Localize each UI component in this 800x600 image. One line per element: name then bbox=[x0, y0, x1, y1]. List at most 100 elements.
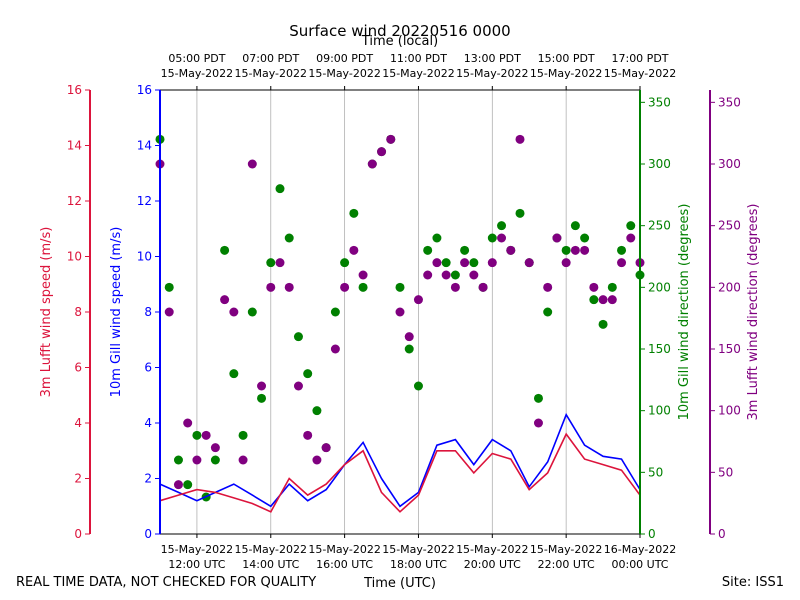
point-gill_dir bbox=[423, 245, 433, 255]
site-label: Site: ISS1 bbox=[721, 575, 784, 590]
point-gill_dir bbox=[275, 184, 285, 194]
tick-label-gill_speed: 6 bbox=[144, 361, 152, 375]
top-tick-date: 15-May-2022 bbox=[604, 67, 676, 80]
x-tick-date: 15-May-2022 bbox=[382, 543, 454, 556]
tick-label-lufft_dir: 50 bbox=[718, 465, 733, 479]
x-tick-date: 15-May-2022 bbox=[161, 543, 233, 556]
tick-label-gill_speed: 10 bbox=[137, 250, 152, 264]
point-lufft_dir bbox=[349, 245, 359, 255]
point-gill_dir bbox=[580, 233, 590, 243]
point-gill_dir bbox=[220, 245, 230, 255]
point-lufft_dir bbox=[598, 295, 608, 305]
point-gill_dir bbox=[469, 258, 479, 268]
point-gill_dir bbox=[349, 208, 359, 218]
point-lufft_dir bbox=[469, 270, 479, 280]
quality-note: REAL TIME DATA, NOT CHECKED FOR QUALITY bbox=[16, 575, 317, 590]
tick-label-lufft_speed: 6 bbox=[74, 361, 82, 375]
point-gill_dir bbox=[266, 258, 276, 268]
point-gill_dir bbox=[173, 455, 183, 465]
tick-label-lufft_dir: 150 bbox=[718, 342, 741, 356]
x-tick-time: 12:00 UTC bbox=[168, 558, 225, 571]
top-tick-date: 15-May-2022 bbox=[308, 67, 380, 80]
point-lufft_dir bbox=[589, 282, 599, 292]
point-lufft_dir bbox=[377, 147, 387, 157]
point-gill_dir bbox=[395, 282, 405, 292]
x-tick-time: 14:00 UTC bbox=[242, 558, 299, 571]
point-lufft_dir bbox=[201, 430, 211, 440]
tick-label-gill_speed: 16 bbox=[137, 83, 152, 97]
point-gill_dir bbox=[441, 258, 451, 268]
point-lufft_dir bbox=[423, 270, 433, 280]
tick-label-lufft_dir: 300 bbox=[718, 157, 741, 171]
x-tick-time: 22:00 UTC bbox=[538, 558, 595, 571]
point-lufft_dir bbox=[617, 258, 627, 268]
point-lufft_dir bbox=[552, 233, 562, 243]
top-tick-time: 09:00 PDT bbox=[316, 52, 373, 65]
point-gill_dir bbox=[210, 455, 220, 465]
axis-label-gill_speed: 10m Gill wind speed (m/s) bbox=[109, 227, 124, 398]
point-gill_dir bbox=[607, 282, 617, 292]
top-tick-time: 15:00 PDT bbox=[538, 52, 595, 65]
point-lufft_dir bbox=[432, 258, 442, 268]
point-gill_dir bbox=[487, 233, 497, 243]
point-gill_dir bbox=[561, 245, 571, 255]
tick-label-gill_speed: 8 bbox=[144, 305, 152, 319]
point-lufft_dir bbox=[395, 307, 405, 317]
chart-title: Surface wind 20220516 0000 bbox=[289, 22, 511, 40]
point-gill_dir bbox=[229, 369, 239, 379]
x-tick-date: 15-May-2022 bbox=[235, 543, 307, 556]
point-lufft_dir bbox=[497, 233, 507, 243]
point-lufft_dir bbox=[506, 245, 516, 255]
tick-label-lufft_speed: 0 bbox=[74, 527, 82, 541]
tick-label-gill_dir: 50 bbox=[648, 465, 663, 479]
tick-label-gill_speed: 4 bbox=[144, 416, 152, 430]
top-tick-time: 11:00 PDT bbox=[390, 52, 447, 65]
point-lufft_dir bbox=[561, 258, 571, 268]
line-lufft_speed bbox=[159, 432, 641, 513]
axis-label-lufft_speed: 3m Lufft wind speed (m/s) bbox=[39, 227, 54, 398]
x-tick-time: 16:00 UTC bbox=[316, 558, 373, 571]
point-gill_dir bbox=[626, 221, 636, 231]
tick-label-gill_speed: 14 bbox=[137, 139, 152, 153]
point-gill_dir bbox=[598, 319, 608, 329]
point-lufft_dir bbox=[164, 307, 174, 317]
point-lufft_dir bbox=[413, 295, 423, 305]
tick-label-gill_speed: 12 bbox=[137, 194, 152, 208]
axis-label-lufft_dir: 3m Lufft wind direction (degrees) bbox=[746, 204, 761, 421]
point-lufft_dir bbox=[533, 418, 543, 428]
point-gill_dir bbox=[515, 208, 525, 218]
point-lufft_dir bbox=[266, 282, 276, 292]
tick-label-lufft_dir: 250 bbox=[718, 219, 741, 233]
point-lufft_dir bbox=[183, 418, 193, 428]
tick-label-lufft_dir: 200 bbox=[718, 280, 741, 294]
point-gill_dir bbox=[358, 282, 368, 292]
point-lufft_dir bbox=[173, 480, 183, 490]
point-lufft_dir bbox=[293, 381, 303, 391]
x-tick-date: 15-May-2022 bbox=[308, 543, 380, 556]
x-tick-time: 00:00 UTC bbox=[611, 558, 668, 571]
point-lufft_dir bbox=[284, 282, 294, 292]
point-lufft_dir bbox=[192, 455, 202, 465]
tick-label-lufft_speed: 14 bbox=[67, 139, 82, 153]
point-lufft_dir bbox=[220, 295, 230, 305]
point-gill_dir bbox=[330, 307, 340, 317]
tick-label-lufft_speed: 10 bbox=[67, 250, 82, 264]
tick-label-lufft_dir: 100 bbox=[718, 404, 741, 418]
top-tick-time: 17:00 PDT bbox=[611, 52, 668, 65]
tick-label-lufft_speed: 12 bbox=[67, 194, 82, 208]
point-lufft_dir bbox=[247, 159, 257, 169]
tick-label-lufft_speed: 8 bbox=[74, 305, 82, 319]
tick-label-lufft_speed: 16 bbox=[67, 83, 82, 97]
top-tick-date: 15-May-2022 bbox=[382, 67, 454, 80]
point-lufft_dir bbox=[210, 443, 220, 453]
point-lufft_dir bbox=[238, 455, 248, 465]
point-gill_dir bbox=[533, 393, 543, 403]
point-gill_dir bbox=[432, 233, 442, 243]
x-axis-label: Time (UTC) bbox=[364, 576, 436, 591]
point-gill_dir bbox=[293, 332, 303, 342]
point-gill_dir bbox=[183, 480, 193, 490]
point-gill_dir bbox=[543, 307, 553, 317]
top-tick-time: 05:00 PDT bbox=[168, 52, 225, 65]
point-lufft_dir bbox=[570, 245, 580, 255]
